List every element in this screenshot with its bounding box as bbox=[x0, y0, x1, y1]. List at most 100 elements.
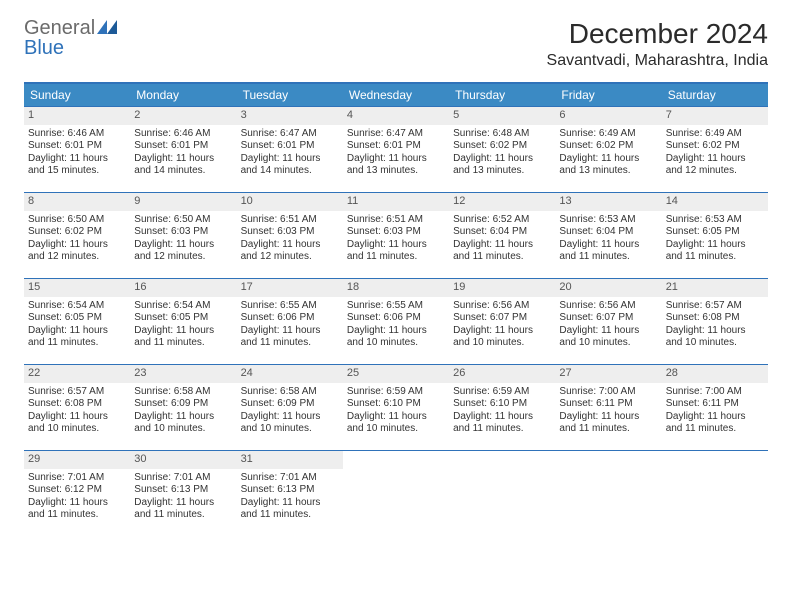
cell-sunrise: Sunrise: 7:01 AM bbox=[241, 472, 339, 485]
cell-sunrise: Sunrise: 7:01 AM bbox=[28, 472, 126, 485]
cell-sunset: Sunset: 6:05 PM bbox=[666, 226, 764, 239]
calendar-head: SundayMondayTuesdayWednesdayThursdayFrid… bbox=[24, 83, 768, 107]
cell-day2: and 11 minutes. bbox=[347, 251, 445, 264]
cell-day1: Daylight: 11 hours bbox=[134, 239, 232, 252]
cell-day1: Daylight: 11 hours bbox=[28, 325, 126, 338]
title-block: December 2024 Savantvadi, Maharashtra, I… bbox=[547, 18, 768, 70]
cell-day1: Daylight: 11 hours bbox=[559, 325, 657, 338]
weekday-header: Thursday bbox=[449, 83, 555, 107]
cell-sunset: Sunset: 6:11 PM bbox=[559, 398, 657, 411]
day-number: 7 bbox=[662, 107, 768, 125]
calendar-cell: 5Sunrise: 6:48 AMSunset: 6:02 PMDaylight… bbox=[449, 107, 555, 193]
cell-sunset: Sunset: 6:05 PM bbox=[28, 312, 126, 325]
cell-sunrise: Sunrise: 6:51 AM bbox=[347, 214, 445, 227]
cell-sunrise: Sunrise: 6:47 AM bbox=[241, 128, 339, 141]
day-number: 4 bbox=[343, 107, 449, 125]
weekday-header: Tuesday bbox=[237, 83, 343, 107]
cell-day1: Daylight: 11 hours bbox=[347, 153, 445, 166]
calendar-cell: 27Sunrise: 7:00 AMSunset: 6:11 PMDayligh… bbox=[555, 365, 661, 451]
cell-day2: and 12 minutes. bbox=[241, 251, 339, 264]
cell-day2: and 14 minutes. bbox=[134, 165, 232, 178]
cell-sunrise: Sunrise: 7:00 AM bbox=[559, 386, 657, 399]
day-number: 5 bbox=[449, 107, 555, 125]
day-number: 17 bbox=[237, 279, 343, 297]
cell-sunset: Sunset: 6:01 PM bbox=[134, 140, 232, 153]
cell-day1: Daylight: 11 hours bbox=[241, 325, 339, 338]
cell-day1: Daylight: 11 hours bbox=[347, 325, 445, 338]
cell-day2: and 12 minutes. bbox=[666, 165, 764, 178]
calendar-cell: 15Sunrise: 6:54 AMSunset: 6:05 PMDayligh… bbox=[24, 279, 130, 365]
calendar-week: 29Sunrise: 7:01 AMSunset: 6:12 PMDayligh… bbox=[24, 451, 768, 537]
cell-sunrise: Sunrise: 6:50 AM bbox=[28, 214, 126, 227]
cell-day1: Daylight: 11 hours bbox=[347, 411, 445, 424]
weekday-header: Monday bbox=[130, 83, 236, 107]
calendar-cell: 9Sunrise: 6:50 AMSunset: 6:03 PMDaylight… bbox=[130, 193, 236, 279]
cell-sunset: Sunset: 6:01 PM bbox=[347, 140, 445, 153]
cell-day1: Daylight: 11 hours bbox=[453, 153, 551, 166]
calendar-cell: 28Sunrise: 7:00 AMSunset: 6:11 PMDayligh… bbox=[662, 365, 768, 451]
cell-day2: and 13 minutes. bbox=[453, 165, 551, 178]
cell-sunset: Sunset: 6:02 PM bbox=[666, 140, 764, 153]
calendar-cell: 2 Sunrise: 6:46 AMSunset: 6:01 PMDaylight… bbox=[130, 107, 236, 193]
cell-day1: Daylight: 11 hours bbox=[666, 153, 764, 166]
cell-sunset: Sunset: 6:06 PM bbox=[241, 312, 339, 325]
cell-day2: and 10 minutes. bbox=[347, 423, 445, 436]
cell-sunset: Sunset: 6:01 PM bbox=[28, 140, 126, 153]
calendar-table: SundayMondayTuesdayWednesdayThursdayFrid… bbox=[24, 82, 768, 537]
cell-sunset: Sunset: 6:05 PM bbox=[134, 312, 232, 325]
cell-sunset: Sunset: 6:06 PM bbox=[347, 312, 445, 325]
cell-sunset: Sunset: 6:13 PM bbox=[241, 484, 339, 497]
cell-sunrise: Sunrise: 6:46 AM bbox=[28, 128, 126, 141]
cell-sunset: Sunset: 6:08 PM bbox=[666, 312, 764, 325]
cell-day1: Daylight: 11 hours bbox=[559, 239, 657, 252]
location: Savantvadi, Maharashtra, India bbox=[547, 52, 768, 70]
day-number: 14 bbox=[662, 193, 768, 211]
calendar-cell bbox=[449, 451, 555, 537]
cell-day1: Daylight: 11 hours bbox=[134, 411, 232, 424]
day-number: 12 bbox=[449, 193, 555, 211]
calendar-cell: 30Sunrise: 7:01 AMSunset: 6:13 PMDayligh… bbox=[130, 451, 236, 537]
day-number: 24 bbox=[237, 365, 343, 383]
cell-day1: Daylight: 11 hours bbox=[241, 239, 339, 252]
cell-sunset: Sunset: 6:02 PM bbox=[28, 226, 126, 239]
day-number: 2 bbox=[130, 107, 236, 125]
cell-sunrise: Sunrise: 6:46 AM bbox=[134, 128, 232, 141]
day-number: 3 bbox=[237, 107, 343, 125]
cell-day2: and 10 minutes. bbox=[28, 423, 126, 436]
cell-sunrise: Sunrise: 6:52 AM bbox=[453, 214, 551, 227]
cell-day1: Daylight: 11 hours bbox=[28, 497, 126, 510]
cell-sunset: Sunset: 6:03 PM bbox=[134, 226, 232, 239]
cell-day2: and 12 minutes. bbox=[28, 251, 126, 264]
day-number: 29 bbox=[24, 451, 130, 469]
cell-sunrise: Sunrise: 6:50 AM bbox=[134, 214, 232, 227]
calendar-week: 8Sunrise: 6:50 AMSunset: 6:02 PMDaylight… bbox=[24, 193, 768, 279]
day-number: 21 bbox=[662, 279, 768, 297]
cell-day2: and 11 minutes. bbox=[134, 337, 232, 350]
cell-day2: and 10 minutes. bbox=[666, 337, 764, 350]
day-number: 19 bbox=[449, 279, 555, 297]
calendar-cell bbox=[662, 451, 768, 537]
cell-day2: and 13 minutes. bbox=[559, 165, 657, 178]
cell-day2: and 14 minutes. bbox=[241, 165, 339, 178]
cell-day1: Daylight: 11 hours bbox=[28, 239, 126, 252]
cell-day1: Daylight: 11 hours bbox=[134, 153, 232, 166]
cell-sunrise: Sunrise: 6:56 AM bbox=[453, 300, 551, 313]
calendar-cell: 19Sunrise: 6:56 AMSunset: 6:07 PMDayligh… bbox=[449, 279, 555, 365]
cell-sunrise: Sunrise: 6:58 AM bbox=[134, 386, 232, 399]
calendar-cell: 23Sunrise: 6:58 AMSunset: 6:09 PMDayligh… bbox=[130, 365, 236, 451]
weekday-header: Wednesday bbox=[343, 83, 449, 107]
day-number: 1 bbox=[24, 107, 130, 125]
cell-sunrise: Sunrise: 6:55 AM bbox=[241, 300, 339, 313]
cell-sunset: Sunset: 6:04 PM bbox=[559, 226, 657, 239]
calendar-cell: 1Sunrise: 6:46 AMSunset: 6:01 PMDaylight… bbox=[24, 107, 130, 193]
day-number: 26 bbox=[449, 365, 555, 383]
cell-sunrise: Sunrise: 6:55 AM bbox=[347, 300, 445, 313]
day-number: 16 bbox=[130, 279, 236, 297]
cell-sunset: Sunset: 6:03 PM bbox=[347, 226, 445, 239]
weekday-header: Sunday bbox=[24, 83, 130, 107]
logo-mark-icon bbox=[97, 17, 117, 39]
cell-day1: Daylight: 11 hours bbox=[666, 411, 764, 424]
cell-day1: Daylight: 11 hours bbox=[241, 411, 339, 424]
cell-sunrise: Sunrise: 6:57 AM bbox=[28, 386, 126, 399]
calendar-cell: 24Sunrise: 6:58 AMSunset: 6:09 PMDayligh… bbox=[237, 365, 343, 451]
